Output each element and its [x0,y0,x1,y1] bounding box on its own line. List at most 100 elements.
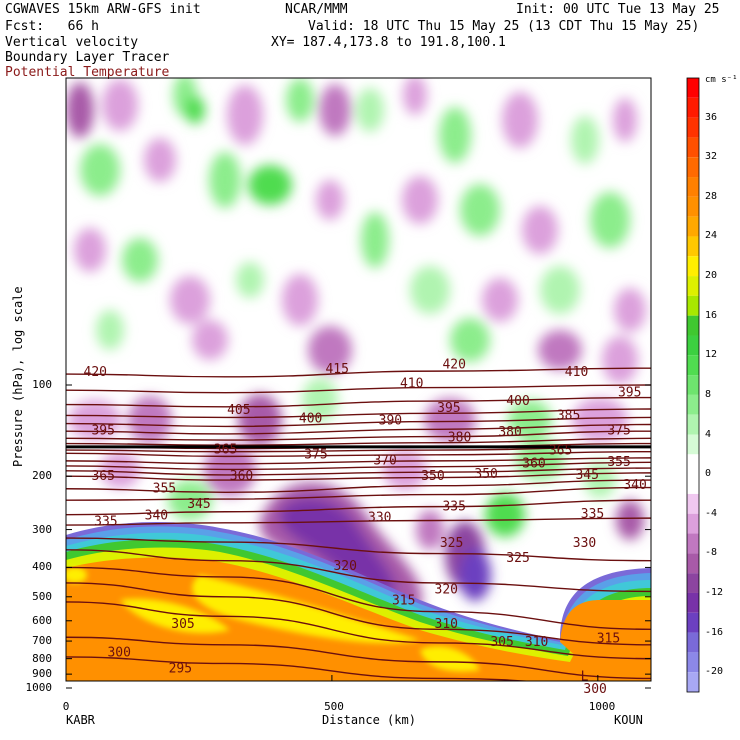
colorbar-tick-label: 12 [705,349,718,361]
y-tick-label: 300 [32,522,52,536]
theta-label: 410 [565,365,588,380]
theta-label: 400 [299,411,322,426]
colorbar-tick-label: -4 [705,507,718,519]
y-tick-label: 1000 [25,681,53,694]
theta-contour-300 [66,636,651,680]
theta-contour-405 [66,408,651,419]
y-tick-label: 800 [32,651,52,665]
x-tick-label: 1000 [588,700,616,713]
theta-label: 340 [623,478,646,493]
axis-ticks [65,384,651,689]
theta-label: 310 [435,617,458,632]
theta-label: 365 [549,443,572,458]
theta-contour-400 [66,416,651,428]
theta-label: 415 [325,362,348,377]
theta-label: 335 [94,514,117,529]
theta-contour-325 [66,537,651,562]
theta-contour-375 [66,446,651,453]
right-endpoint-label: KOUN [614,713,643,727]
theta-label: 395 [618,385,641,400]
y-tick-label: 600 [32,613,52,627]
colorbar-tick-label: 28 [705,190,718,202]
y-tick-label: 100 [32,378,52,391]
cross-section-endpoints: XY= 187.4,173.8 to 191.8,100.1 [271,35,506,50]
colorbar-tick-label: 16 [705,309,718,321]
x-axis-label: Distance (km) [322,713,416,727]
theta-label: 350 [474,467,497,482]
theta-label: 330 [573,536,596,551]
theta-label: 390 [379,414,402,429]
theta-label: 395 [91,423,114,438]
theta-contour-395 [66,423,651,435]
theta-label: 300 [583,682,606,697]
theta-label: 295 [169,661,192,676]
theta-label: 340 [145,509,168,524]
theta-contour-345 [66,479,651,493]
y-tick-label: 400 [32,560,52,574]
theta-contour-340 [66,486,651,501]
theta-label: 320 [435,583,458,598]
theta-label: 335 [442,500,465,515]
field-potential-temperature: Potential Temperature [5,65,170,80]
colorbar-tick-label: -12 [705,586,724,598]
y-tick-label: 200 [32,469,52,483]
theta-contour-370 [66,450,651,458]
valid-time: Valid: 18 UTC Thu 15 May 25 (13 CDT Thu … [308,19,700,34]
colorbar-tick-label: 32 [705,151,718,163]
theta-contour-410 [66,396,651,408]
theta-contour-305 [66,601,651,660]
colorbar-tick-label: 4 [705,428,712,440]
theta-label: 310 [525,635,548,650]
model-title: CGWAVES 15km ARW-GFS init [5,2,201,17]
theta-label: 350 [421,469,444,484]
theta-label: 400 [506,394,529,409]
theta-label: 360 [522,456,545,471]
theta-label: 305 [490,635,513,650]
colorbar-tick-label: 36 [705,111,718,123]
theta-contour-385 [66,437,651,446]
x-tick-label: 500 [324,700,344,713]
theta-contour-360 [66,461,651,471]
plot-frame [65,77,652,682]
theta-contour-355 [66,467,651,476]
theta-label: 420 [84,365,107,380]
theta-label: 315 [392,593,415,608]
theta-label: 330 [368,511,391,526]
y-tick-label: 900 [32,667,52,681]
field-boundary-layer-tracer: Boundary Layer Tracer [5,50,170,65]
init-time: Init: 00 UTC Tue 13 May 25 [516,2,720,17]
colorbar-tick-label: -16 [705,626,724,638]
theta-label: L [581,670,589,685]
theta-label: 360 [230,469,253,484]
theta-label: 365 [214,442,237,457]
theta-label: 355 [607,455,630,470]
theta-label: 325 [506,551,529,566]
theta-label: 365 [91,469,114,484]
y-tick-label: 700 [32,634,52,648]
theta-contour-310 [66,582,651,646]
org-label: NCAR/MMM [285,2,348,17]
theta-label: 395 [437,401,460,416]
colorbar-tick-label: -20 [705,666,724,678]
theta-contour-320 [66,549,651,593]
forecast-hour: Fcst: 66 h [5,19,99,34]
theta-label: 320 [333,559,356,574]
theta-contour-420 [66,367,651,378]
theta-contours [66,367,651,681]
theta-contour-390 [66,430,651,441]
theta-label: 375 [607,423,630,438]
theta-label: 385 [557,408,580,423]
theta-contour-365 [66,457,651,465]
theta-contour-295 [66,656,534,681]
theta-label: 325 [440,536,463,551]
theta-label: 345 [575,468,598,483]
theta-label: 355 [153,482,176,497]
theta-label: 410 [400,376,423,391]
theta-contour-350 [66,472,651,481]
theta-label: 375 [304,447,327,462]
theta-label: 380 [498,425,521,440]
left-endpoint-label: KABR [66,713,95,727]
theta-labels: 420 415 420 410 410 405 395 400 395 400 390 385 395 3… [84,358,647,697]
theta-label: 345 [187,497,210,512]
